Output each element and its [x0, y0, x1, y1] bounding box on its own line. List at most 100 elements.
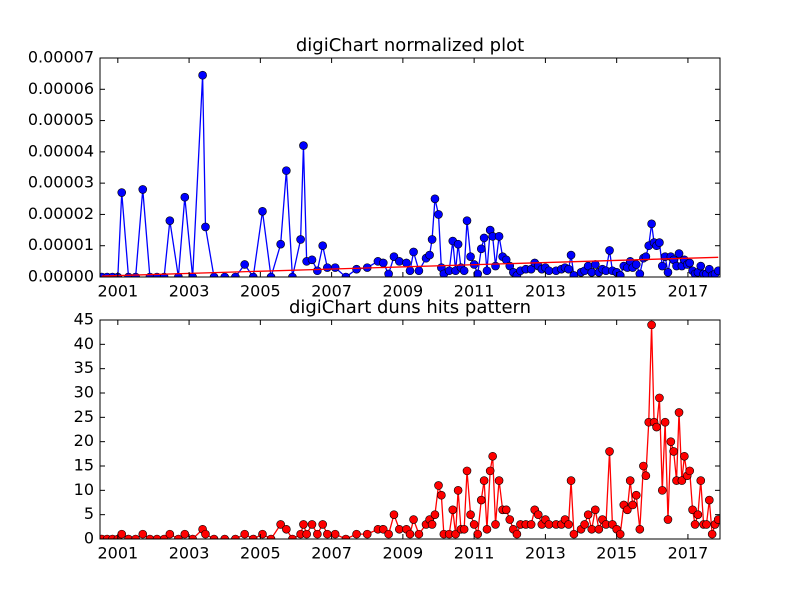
data-point [544, 520, 554, 529]
data-point [544, 266, 554, 276]
data-point [590, 505, 600, 515]
x-tick-label: 2005 [240, 544, 281, 563]
data-point [307, 520, 317, 529]
data-point [476, 244, 486, 254]
data-point [362, 529, 372, 539]
data-point [635, 269, 645, 277]
data-point [384, 529, 393, 539]
data-point [138, 529, 148, 539]
data-point [430, 510, 440, 519]
data-point [459, 524, 469, 534]
data-point [660, 417, 670, 427]
data-point [605, 246, 614, 255]
data-point [248, 534, 258, 539]
data-point [713, 266, 720, 276]
data-point [180, 529, 190, 539]
data-point [564, 264, 573, 274]
data-point [395, 257, 404, 266]
x-tick-label: 2017 [668, 544, 709, 563]
data-point [526, 520, 536, 529]
data-point [494, 476, 504, 485]
data-point [587, 268, 597, 277]
x-tick-label: 2009 [383, 544, 424, 563]
data-point [180, 192, 190, 202]
data-point [605, 447, 614, 456]
data-point [341, 534, 351, 539]
data-point [462, 466, 472, 476]
data-point [462, 216, 472, 225]
data-point [330, 529, 340, 539]
y-tick-label: 10 [74, 480, 94, 499]
data-point [674, 249, 684, 258]
data-point [231, 534, 240, 539]
x-tick-label: 2003 [169, 282, 210, 301]
data-point [696, 261, 706, 271]
data-point [282, 166, 291, 175]
data-point [152, 534, 162, 539]
data-point [248, 272, 258, 277]
data-point [459, 266, 469, 276]
data-point [569, 271, 579, 277]
data-point [378, 258, 388, 268]
data-point [302, 529, 311, 539]
y-tick-label: 5 [84, 504, 94, 523]
data-point [299, 141, 308, 150]
data-point [696, 476, 706, 485]
data-point [240, 260, 249, 269]
data-point [201, 529, 210, 539]
data-point [145, 534, 155, 539]
y-tick-label: 0.00003 [28, 173, 94, 192]
data-point [299, 520, 308, 529]
data-point [448, 505, 458, 515]
data-point [566, 250, 576, 260]
data-point [296, 235, 305, 244]
data-point [587, 524, 597, 534]
data-point [384, 269, 393, 277]
data-point [702, 520, 711, 529]
data-point [220, 534, 230, 539]
data-point [402, 258, 411, 268]
data-point [491, 520, 500, 529]
data-point [473, 529, 483, 539]
data-point [476, 495, 486, 505]
data-point [479, 476, 489, 485]
data-point [131, 534, 140, 539]
data-point [318, 520, 328, 529]
x-tick-label: 2015 [596, 282, 637, 301]
data-point [625, 476, 635, 485]
data-point [434, 210, 443, 219]
data-point [693, 510, 703, 519]
data-point [188, 534, 197, 539]
plot-area [100, 70, 720, 277]
data-point [566, 476, 576, 485]
data-point [282, 524, 291, 534]
data-point [276, 520, 285, 529]
data-point [266, 534, 276, 539]
data-point [505, 515, 515, 524]
data-point [425, 250, 434, 260]
data-point [583, 510, 593, 519]
data-point [307, 255, 317, 265]
y-tick-label: 0.00004 [28, 141, 94, 160]
data-point [318, 241, 328, 251]
x-tick-label: 2005 [240, 282, 281, 301]
data-point [451, 529, 460, 539]
data-point [220, 272, 230, 277]
data-point [174, 534, 183, 539]
y-tick-label: 20 [74, 431, 94, 450]
y-tick-label: 0.00007 [28, 48, 94, 67]
data-point [389, 510, 399, 519]
x-tick-label: 2011 [454, 544, 495, 563]
y-tick-label: 0.00005 [28, 110, 94, 129]
y-tick-label: 0.00002 [28, 204, 94, 223]
data-point [409, 247, 418, 257]
data-point [288, 272, 297, 277]
data-point [453, 486, 463, 495]
x-tick-label: 2003 [169, 544, 210, 563]
data-point [663, 268, 673, 277]
data-point [427, 235, 437, 244]
data-point [437, 490, 446, 500]
plot-area [100, 320, 720, 539]
